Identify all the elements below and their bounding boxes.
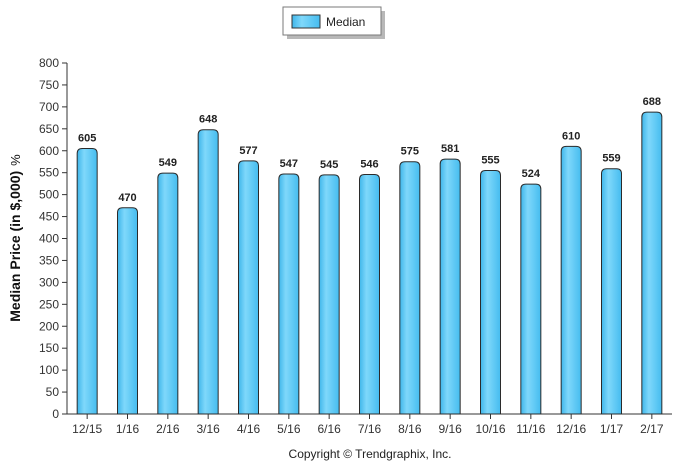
bar-1/16 xyxy=(117,207,138,415)
x-tick-label: 8/16 xyxy=(398,422,422,436)
bar-12/16 xyxy=(560,145,582,415)
y-axis-label: Median Price (in $,000) xyxy=(7,171,23,322)
y-tick-label: 250 xyxy=(39,297,59,311)
data-label: 648 xyxy=(199,114,217,126)
data-label: 546 xyxy=(360,158,378,170)
y-tick-label: 750 xyxy=(39,78,59,92)
y-axis-ticks: 0 50 100 150 200 250 300 350 400 450 500 550 600 650 7… xyxy=(39,56,67,421)
y-tick-label: 550 xyxy=(39,166,59,180)
bar-11/16 xyxy=(520,183,542,415)
y-tick-label: 500 xyxy=(39,188,59,202)
bar-2/16 xyxy=(157,172,179,415)
data-label: 559 xyxy=(602,153,620,165)
bar-10/16 xyxy=(480,169,501,415)
y-tick-label: 400 xyxy=(39,232,59,246)
x-axis-ticks: 12/15 1/16 2/16 3/16 4/16 5/16 6/16 7/16 8/16 9/1… xyxy=(72,414,664,436)
y-tick-label: 650 xyxy=(39,122,59,136)
x-tick-label: 5/16 xyxy=(277,422,301,436)
bars: 605 470 549 648 577 547 545 546 575 581 555 524 610 5… xyxy=(76,96,663,415)
y-tick-label: 700 xyxy=(39,100,59,114)
x-tick-label: 1/17 xyxy=(600,422,624,436)
x-tick-label: 12/15 xyxy=(72,422,102,436)
copyright-text: Copyright © Trendgraphix, Inc. xyxy=(289,447,452,461)
bar-7/16 xyxy=(359,173,380,415)
y-tick-label: 50 xyxy=(46,385,60,399)
bar-6/16 xyxy=(318,174,340,415)
y-axis-title: Median Price (in $,000)% xyxy=(7,154,23,322)
data-label: 524 xyxy=(522,168,541,180)
y-tick-label: 600 xyxy=(39,144,59,158)
data-label: 577 xyxy=(239,145,257,157)
legend-label: Median xyxy=(326,15,365,29)
y-tick-label: 100 xyxy=(39,363,59,377)
bar-5/16 xyxy=(278,173,300,415)
x-tick-label: 11/16 xyxy=(516,422,545,436)
x-tick-label: 10/16 xyxy=(475,422,505,436)
y-tick-label: 800 xyxy=(39,56,59,70)
data-label: 545 xyxy=(320,159,338,171)
bar-9/16 xyxy=(439,158,461,415)
x-tick-label: 6/16 xyxy=(317,422,341,436)
x-tick-label: 1/16 xyxy=(116,422,140,436)
data-label: 549 xyxy=(159,157,177,169)
data-label: 610 xyxy=(562,130,580,142)
bar-2/17 xyxy=(641,111,663,415)
y-tick-label: 200 xyxy=(39,319,59,333)
y-axis-label-suffix: % xyxy=(8,154,23,166)
y-tick-label: 150 xyxy=(39,341,59,355)
data-label: 555 xyxy=(481,154,499,166)
data-label: 470 xyxy=(118,192,136,204)
bar-12/15 xyxy=(76,148,98,415)
data-label: 688 xyxy=(643,96,661,108)
x-tick-label: 4/16 xyxy=(237,422,261,436)
legend: Median xyxy=(282,6,385,39)
x-tick-label: 12/16 xyxy=(556,422,586,436)
x-tick-label: 9/16 xyxy=(438,422,462,436)
x-tick-label: 2/16 xyxy=(156,422,180,436)
bar-4/16 xyxy=(238,160,259,415)
x-tick-label: 3/16 xyxy=(196,422,220,436)
y-tick-label: 450 xyxy=(39,210,59,224)
data-label: 547 xyxy=(280,158,298,170)
data-label: 605 xyxy=(78,133,96,145)
data-label: 581 xyxy=(441,143,459,155)
bar-8/16 xyxy=(399,161,421,415)
x-tick-label: 7/16 xyxy=(358,422,382,436)
y-tick-label: 350 xyxy=(39,253,59,267)
svg-text:Median Price (in $,000)%: Median Price (in $,000)% xyxy=(7,154,23,322)
x-tick-label: 2/17 xyxy=(640,422,664,436)
y-tick-label: 0 xyxy=(52,407,59,421)
bar-3/16 xyxy=(197,129,219,415)
legend-swatch xyxy=(291,14,321,29)
data-label: 575 xyxy=(401,146,419,158)
bar-1/17 xyxy=(601,168,622,415)
y-tick-label: 300 xyxy=(39,275,59,289)
